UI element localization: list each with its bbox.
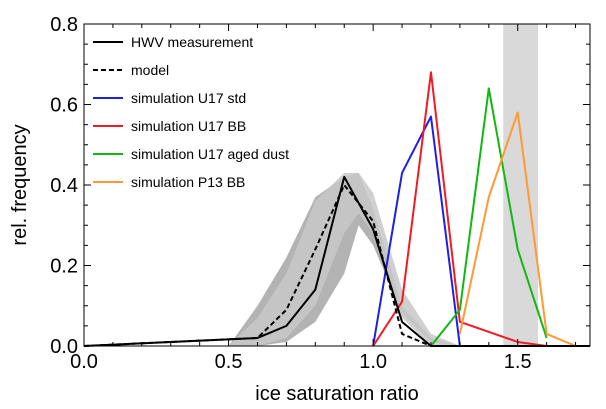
- legend-label: simulation U17 std: [131, 90, 246, 106]
- series-line-simulation-u17-aged-dust: [430, 87, 548, 347]
- y-tick-label: 0.0: [50, 336, 78, 358]
- legend-label: simulation P13 BB: [131, 174, 245, 190]
- x-axis: 0.0 0.5 1.0 1.5: [70, 24, 577, 373]
- y-axis-label: rel. frequency: [9, 124, 31, 245]
- legend-label: simulation U17 BB: [131, 118, 246, 134]
- x-axis-label: ice saturation ratio: [255, 383, 418, 405]
- series-line-simulation-p13-bb: [458, 111, 576, 347]
- uncertainty-band-layer: [228, 172, 460, 346]
- y-tick-label: 0.4: [50, 175, 78, 197]
- series-line-simulation-u17-std: [372, 115, 461, 347]
- y-axis: 0.0 0.2 0.4 0.6 0.8: [50, 14, 590, 358]
- x-tick-label: 1.0: [359, 351, 387, 373]
- y-tick-label: 0.6: [50, 95, 78, 117]
- x-tick-label: 1.5: [504, 351, 532, 373]
- legend: HWV measurement model simulation U17 std si…: [93, 34, 289, 190]
- legend-label: simulation U17 aged dust: [131, 146, 289, 162]
- x-tick-label: 0.0: [70, 351, 98, 373]
- y-tick-label: 0.8: [50, 14, 78, 36]
- x-tick-label: 0.5: [215, 351, 243, 373]
- legend-label: model: [131, 62, 169, 78]
- legend-label: HWV measurement: [131, 34, 253, 50]
- y-tick-label: 0.2: [50, 256, 78, 278]
